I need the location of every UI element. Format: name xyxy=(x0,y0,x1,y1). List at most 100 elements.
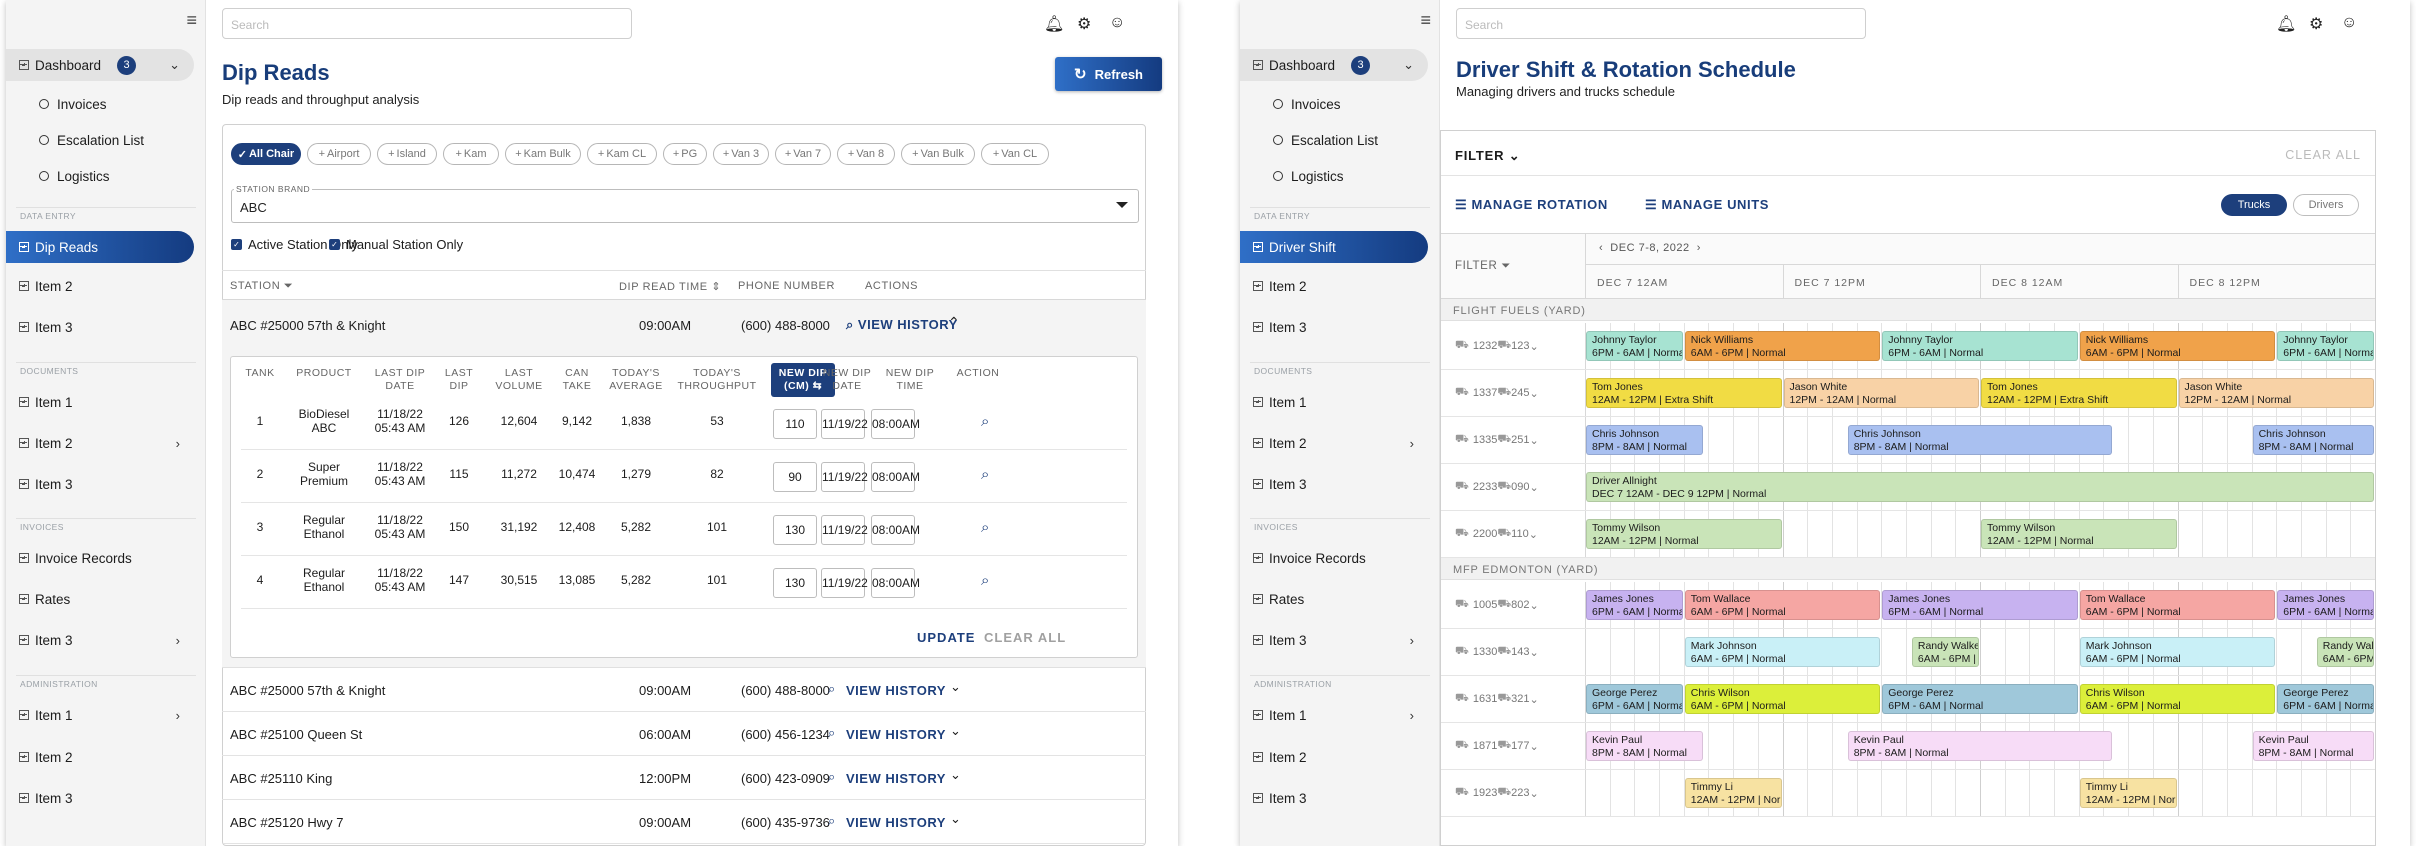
account-icon[interactable]: ☺ xyxy=(1109,14,1126,31)
sidebar-item-item2[interactable]: Item 2 xyxy=(6,741,194,773)
chevron-down-icon[interactable]: ⌄ xyxy=(1529,481,1539,494)
shift-block[interactable]: Tommy Wilson 12AM - 12PM | Normal xyxy=(1586,519,1782,549)
chevron-right-icon[interactable]: › xyxy=(175,632,180,648)
sidebar-item-item2[interactable]: Item 2 xyxy=(1240,741,1428,773)
sidebar-subitem-escalation-list[interactable]: Escalation List xyxy=(1273,128,1378,152)
sidebar-item-invoice-records[interactable]: Invoice Records xyxy=(1240,542,1428,574)
manage-rotation-button[interactable]: ☰ MANAGE ROTATION xyxy=(1455,197,1608,212)
update-button[interactable]: UPDATE xyxy=(917,630,976,645)
filter-toggle[interactable]: FILTER ⌄ xyxy=(1455,148,1521,163)
sidebar-item-item3[interactable]: Item 3 xyxy=(6,311,194,343)
chevron-down-icon[interactable]: ⌄ xyxy=(1529,646,1539,659)
new-dip-time-input[interactable]: 08:00AM xyxy=(871,568,920,598)
sidebar-item-item3[interactable]: Item 3 xyxy=(1240,311,1428,343)
chevron-down-icon[interactable]: ⌄ xyxy=(169,57,180,72)
shift-block[interactable]: Mark Johnson 6AM - 6PM | Normal xyxy=(1684,637,1881,667)
view-history-link[interactable]: VIEW HISTORY xyxy=(846,771,946,786)
collapse-menu-icon[interactable]: ≡ xyxy=(186,10,197,30)
truck-unit-label[interactable]: ⛟ 1335 ⛟ 251 ⌄ xyxy=(1441,417,1585,463)
chip-kam[interactable]: + Kam xyxy=(443,143,499,165)
new-dip-input[interactable]: 130 xyxy=(773,568,817,598)
view-history-link[interactable]: VIEW HISTORY xyxy=(846,683,946,698)
shift-block[interactable]: Tom Jones 12AM - 12PM | Extra Shift xyxy=(1586,378,1782,408)
shift-block[interactable]: George Perez 6PM - 6AM | Normal xyxy=(1586,684,1683,714)
sidebar-subitem-escalation-list[interactable]: Escalation List xyxy=(39,128,144,152)
shift-block[interactable]: Chris Johnson 8PM - 8AM | Normal xyxy=(1586,425,1703,455)
manual-station-checkbox[interactable]: ✓ Manual Station Only xyxy=(329,237,463,252)
clear-all-button[interactable]: CLEAR ALL xyxy=(984,630,1067,645)
chevron-right-icon[interactable]: › xyxy=(1409,632,1414,648)
sidebar-item-item1[interactable]: Item 1 xyxy=(1240,386,1428,418)
truck-unit-label[interactable]: ⛟ 1232 ⛟ 123 ⌄ xyxy=(1441,323,1585,369)
sidebar-item-item3[interactable]: Item 3 xyxy=(1240,782,1428,814)
bell-icon[interactable]: 🔔︎ xyxy=(2276,16,2297,33)
zoom-in-icon[interactable]: ⌕ xyxy=(981,519,990,536)
chevron-right-icon[interactable]: › xyxy=(1409,707,1414,723)
chevron-down-icon[interactable]: ⌄ xyxy=(1529,434,1539,447)
table-row[interactable]: ABC #25000 57th & Knight 09:00AM (600) 488… xyxy=(222,668,1146,712)
chip-kam-cl[interactable]: + Kam CL xyxy=(587,143,657,165)
truck-unit-label[interactable]: ⛟ 1005 ⛟ 802 ⌄ xyxy=(1441,582,1585,628)
grid-filter-button[interactable]: FILTER ⏷ xyxy=(1455,260,1511,272)
new-dip-time-input[interactable]: 08:00AM xyxy=(871,409,920,439)
sidebar-item-item2[interactable]: Item 2 xyxy=(1240,270,1428,302)
view-history-link[interactable]: ⌕ VIEW HISTORY xyxy=(846,317,958,332)
shift-block[interactable]: Driver Allnight DEC 7 12AM - DEC 9 12PM |… xyxy=(1586,472,2374,502)
new-dip-date-input[interactable]: 11/19/22 xyxy=(821,568,868,598)
new-dip-date-input[interactable]: 11/19/22 xyxy=(821,515,868,545)
view-history-link[interactable]: VIEW HISTORY xyxy=(846,815,946,830)
shift-block[interactable]: Tom Wallace 6AM - 6PM | Normal xyxy=(2079,590,2276,620)
sidebar-item-item1[interactable]: Item 1 › xyxy=(6,699,194,731)
shift-block[interactable]: George Perez 6PM - 6AM | Normal xyxy=(1882,684,2078,714)
station-brand-select[interactable]: ABC xyxy=(231,189,1139,223)
sidebar-item-item1[interactable]: Item 1 xyxy=(6,386,194,418)
shift-block[interactable]: Chris Johnson 8PM - 8AM | Normal xyxy=(2252,425,2374,455)
shift-block[interactable]: Kevin Paul 8PM - 8AM | Normal xyxy=(1586,731,1703,761)
sidebar-subitem-invoices[interactable]: Invoices xyxy=(39,92,107,116)
shift-block[interactable]: Johnny Taylor 6PM - 6AM | Normal xyxy=(1882,331,2078,361)
chevron-down-icon[interactable]: ⌄ xyxy=(1529,740,1539,753)
shift-block[interactable]: Jason White 12PM - 12AM | Normal xyxy=(1783,378,1979,408)
zoom-in-icon[interactable]: ⌕ xyxy=(981,466,990,483)
new-dip-input[interactable]: 90 xyxy=(773,462,817,492)
sidebar-item-item1[interactable]: Item 1 › xyxy=(1240,699,1428,731)
gear-icon[interactable]: ⚙ xyxy=(2309,16,2324,33)
shift-block[interactable]: James Jones 6PM - 6AM | Normal xyxy=(1882,590,2078,620)
shift-block[interactable]: Nick Williams 6AM - 6PM | Normal xyxy=(1684,331,1881,361)
truck-unit-label[interactable]: ⛟ 1923 ⛟ 223 ⌄ xyxy=(1441,770,1585,816)
search-input[interactable]: Search xyxy=(222,8,632,39)
date-navigator[interactable]: ‹ DEC 7-8, 2022 › xyxy=(1599,242,1701,254)
chevron-down-icon[interactable]: ⌄ xyxy=(1529,387,1539,400)
chip-van-3[interactable]: + Van 3 xyxy=(713,143,769,165)
sidebar-item-item2[interactable]: Item 2 › xyxy=(1240,427,1428,459)
new-dip-date-input[interactable]: 11/19/22 xyxy=(821,409,868,439)
truck-unit-label[interactable]: ⛟ 2233 ⛟ 090 ⌄ xyxy=(1441,464,1585,510)
sidebar-item-rates[interactable]: Rates xyxy=(6,583,194,615)
chevron-down-icon[interactable]: ⌄ xyxy=(1529,340,1539,353)
new-dip-date-input[interactable]: 11/19/22 xyxy=(821,462,868,492)
chip-island[interactable]: + Island xyxy=(377,143,437,165)
tank-column-header[interactable]: NEW DIP (CM) ⇆ xyxy=(771,363,835,397)
table-row[interactable]: ABC #25120 Hwy 7 09:00AM (600) 435-9736 VIE… xyxy=(222,800,1146,844)
shift-block[interactable]: Mark Johnson 6AM - 6PM | Normal xyxy=(2079,637,2276,667)
shift-block[interactable]: Johnny Taylor 6PM - 6AM | Normal xyxy=(2277,331,2374,361)
shift-block[interactable]: Tom Wallace 6AM - 6PM | Normal xyxy=(1684,590,1881,620)
drivers-toggle[interactable]: Drivers xyxy=(2293,194,2359,216)
manage-units-button[interactable]: ☰ MANAGE UNITS xyxy=(1645,197,1770,212)
sidebar-item-rates[interactable]: Rates xyxy=(1240,583,1428,615)
new-dip-time-input[interactable]: 08:00AM xyxy=(871,462,920,492)
chevron-down-icon[interactable]: ⌄ xyxy=(1529,693,1539,706)
chip-van-cl[interactable]: + Van CL xyxy=(981,143,1049,165)
refresh-button[interactable]: ↻ Refresh xyxy=(1055,57,1162,91)
chevron-right-icon[interactable]: › xyxy=(175,707,180,723)
shift-block[interactable]: Tommy Wilson 12AM - 12PM | Normal xyxy=(1981,519,2177,549)
search-input[interactable]: Search xyxy=(1456,8,1866,39)
truck-unit-label[interactable]: ⛟ 1631 ⛟ 321 ⌄ xyxy=(1441,676,1585,722)
gear-icon[interactable]: ⚙ xyxy=(1077,16,1092,33)
chevron-down-icon[interactable]: ⌄ xyxy=(1529,599,1539,612)
truck-unit-label[interactable]: ⛟ 2200 ⛟ 110 ⌄ xyxy=(1441,511,1585,557)
chip-all-chair[interactable]: ✓ All Chair xyxy=(231,143,301,165)
